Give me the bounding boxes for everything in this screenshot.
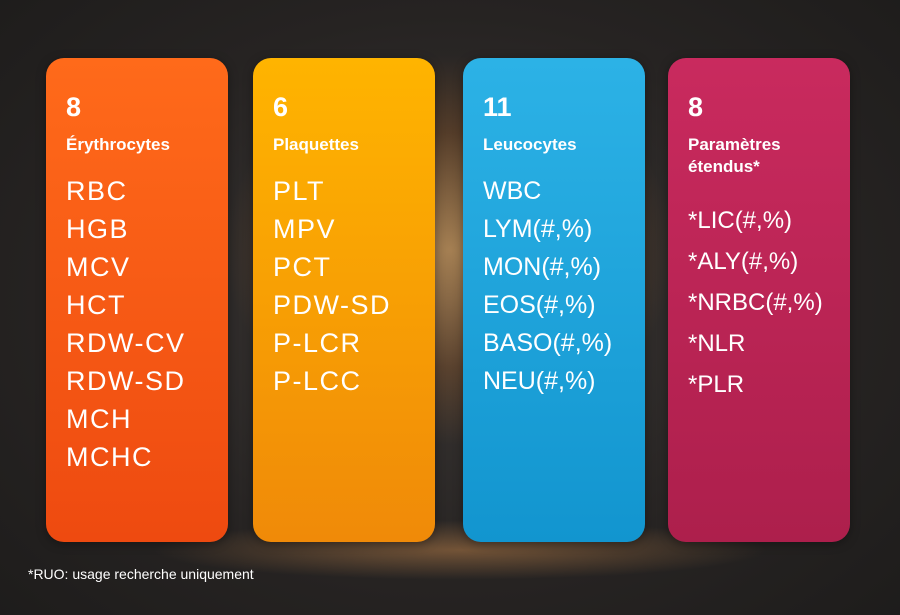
list-item: RBC [66,176,128,206]
list-item: MPV [273,214,337,244]
parameter-list: RBC HGB MCV HCT RDW-CV RDW-SD MCH MCHC [66,172,186,476]
list-item: P-LCR [273,328,362,358]
parameter-list: WBC LYM(#,%) MON(#,%) EOS(#,%) BASO(#,%)… [483,172,612,400]
list-item: MCHC [66,442,153,472]
list-item: RDW-CV [66,328,186,358]
list-item: MCV [66,252,131,282]
footnote: *RUO: usage recherche uniquement [28,566,254,582]
list-item: MON(#,%) [483,253,602,281]
card-count: 8 [66,92,82,122]
card-category: Paramètres étendus* [688,134,781,178]
list-item: *PLR [688,371,745,398]
list-item: MCH [66,404,132,434]
card-parametres-etendus: 8 Paramètres étendus* *LIC(#,%) *ALY(#,%… [668,58,850,542]
parameter-list: *LIC(#,%) *ALY(#,%) *NRBC(#,%) *NLR *PLR [688,200,823,405]
list-item: *NRBC(#,%) [688,289,823,316]
list-item: PCT [273,252,332,282]
list-item: WBC [483,177,542,205]
list-item: HCT [66,290,126,320]
list-item: HGB [66,214,130,244]
card-category: Leucocytes [483,135,577,154]
list-item: LYM(#,%) [483,215,593,243]
card-plaquettes: 6 Plaquettes PLT MPV PCT PDW-SD P-LCR P-… [253,58,435,542]
list-item: NEU(#,%) [483,367,596,395]
list-item: PDW-SD [273,290,392,320]
list-item: PLT [273,176,326,206]
list-item: *NLR [688,330,746,357]
card-leucocytes: 11 Leucocytes WBC LYM(#,%) MON(#,%) EOS(… [463,58,645,542]
card-category: Érythrocytes [66,135,170,154]
list-item: P-LCC [273,366,362,396]
parameter-list: PLT MPV PCT PDW-SD P-LCR P-LCC [273,172,391,400]
list-item: BASO(#,%) [483,329,613,357]
list-item: *LIC(#,%) [688,207,793,234]
list-item: EOS(#,%) [483,291,596,319]
card-category: Plaquettes [273,135,359,154]
card-count: 8 [688,92,704,122]
card-erythrocytes: 8 Érythrocytes RBC HGB MCV HCT RDW-CV RD… [46,58,228,542]
list-item: *ALY(#,%) [688,248,799,275]
card-category-line: Paramètres [688,135,781,154]
card-count: 6 [273,92,289,122]
card-category-line: étendus* [688,157,760,176]
card-count: 11 [483,92,512,122]
list-item: RDW-SD [66,366,186,396]
